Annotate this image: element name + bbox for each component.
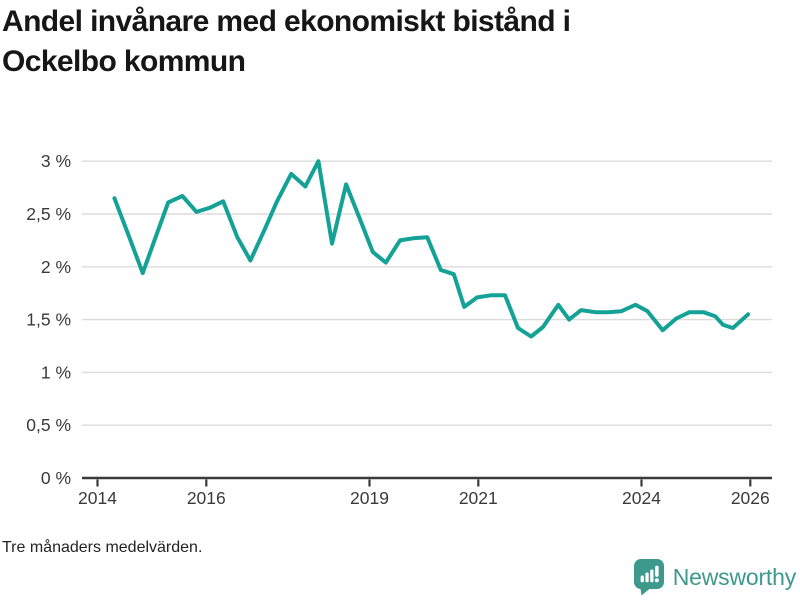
y-axis-tick-label: 0,5 %: [26, 415, 71, 435]
y-axis-tick-label: 2 %: [41, 257, 71, 277]
page-title-line1: Andel invånare med ekonomiskt bistånd i: [2, 5, 571, 38]
data-line: [112, 159, 751, 339]
page-title-line2: Ockelbo kommun: [2, 45, 246, 78]
newsworthy-icon: [633, 559, 664, 596]
y-axis-tick-label: 1,5 %: [26, 310, 71, 330]
brand-name: Newsworthy: [672, 563, 796, 590]
x-axis-tick-label: 2016: [187, 488, 226, 508]
x-axis-tick-label: 2019: [350, 488, 389, 508]
brand-logo: Newsworthy: [633, 558, 796, 596]
y-axis-tick-label: 2,5 %: [26, 204, 71, 224]
y-axis-tick-label: 3 %: [41, 151, 71, 171]
y-axis-tick-label: 0 %: [41, 468, 71, 488]
x-axis-tick-label: 2026: [731, 488, 770, 508]
x-axis-tick-label: 2021: [459, 488, 498, 508]
page-title: Andel invånare med ekonomiskt bistånd i …: [2, 2, 722, 82]
footnote: Tre månaders medelvärden.: [2, 539, 203, 556]
y-axis-tick-label: 1 %: [41, 362, 71, 382]
x-axis-tick-label: 2024: [622, 488, 661, 508]
x-axis-tick-label: 2014: [78, 488, 117, 508]
